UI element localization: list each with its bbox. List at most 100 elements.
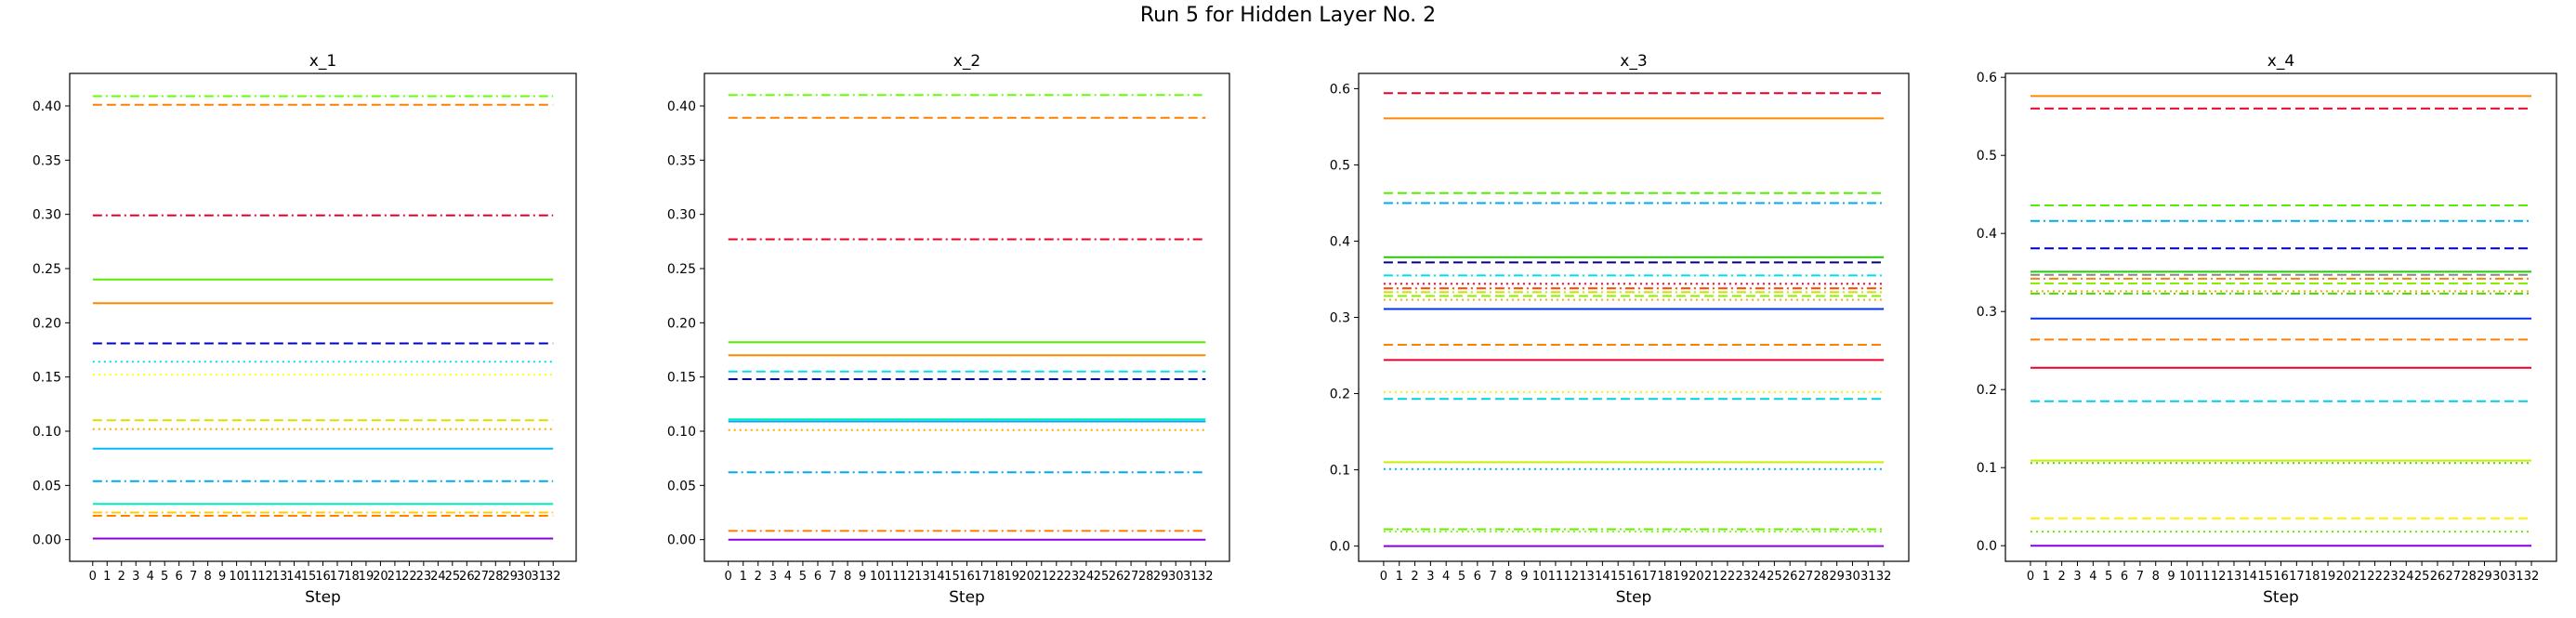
x-tick-label: 24 <box>1751 570 1767 584</box>
x-tick-label: 21 <box>388 570 403 584</box>
x-tick-label: 14 <box>1595 570 1610 584</box>
subplot-x1: x_10 1 2 3 4 5 6 7 8 9 101112131415161718192021222… <box>33 52 577 607</box>
x-tick-label: 31 <box>531 570 546 584</box>
x-tick-label: 12 <box>257 570 273 584</box>
x-tick-label: 23 <box>2383 570 2399 584</box>
x-tick-label: 24 <box>1079 570 1095 584</box>
y-tick-label: 0.20 <box>33 316 61 331</box>
x-tick-label: 29 <box>1153 570 1169 584</box>
x-tick-label: 4 <box>1442 570 1450 584</box>
x-tick-label: 22 <box>1720 570 1736 584</box>
y-tick-label: 0.00 <box>33 533 61 548</box>
subplot-title: x_1 <box>309 52 336 71</box>
x-axis-label: Step <box>949 588 985 607</box>
axes-frame <box>703 72 1230 562</box>
x-tick-label: 9 <box>1520 570 1528 584</box>
y-tick-label: 0.40 <box>667 99 696 114</box>
subplot-title: x_4 <box>2267 52 2294 71</box>
y-tick-label: 0.40 <box>33 99 61 114</box>
x-tick-label: 28 <box>488 570 504 584</box>
x-tick-label: 21 <box>2351 570 2367 584</box>
y-tick-label: 0.5 <box>1977 149 1997 164</box>
x-tick-label: 18 <box>344 570 360 584</box>
subplot-x3: x_30 1 2 3 4 5 6 7 8 9 10 11 12 13 14 15 16 17 18 19 20 21 22 2… <box>1330 52 1910 607</box>
x-tick-label: 19 <box>2320 570 2336 584</box>
x-tick-label: 1 <box>1396 570 1403 584</box>
y-tick-label: 0.25 <box>667 262 696 277</box>
x-tick-label: 26 <box>2430 570 2446 584</box>
x-tick-label: 4 <box>2089 570 2096 584</box>
x-tick-label: 31 <box>1860 570 1876 584</box>
x-tick-label: 27 <box>474 570 490 584</box>
x-axis-label: Step <box>305 588 341 607</box>
x-tick-label: 12 <box>2211 570 2227 584</box>
x-tick-label: 13 <box>914 570 930 584</box>
y-tick-label: 0.5 <box>1330 158 1350 173</box>
y-tick-label: 0.10 <box>667 425 696 440</box>
y-tick-label: 0.35 <box>667 153 696 168</box>
x-tick-label: 17 <box>330 570 346 584</box>
x-tick-label: 2 <box>2058 570 2066 584</box>
x-tick-label: 9 <box>859 570 866 584</box>
x-tick-label: 9 <box>218 570 226 584</box>
x-tick-label: 0 <box>725 570 732 584</box>
x-tick-label: 32 <box>1198 570 1214 584</box>
x-tick-label: 3 <box>132 570 139 584</box>
x-tick-label: 30 <box>2492 570 2508 584</box>
y-tick-label: 0.20 <box>667 316 696 331</box>
x-tick-label: 14 <box>286 570 302 584</box>
x-tick-label: 20 <box>1019 570 1034 584</box>
x-tick-label: 17 <box>2289 570 2305 584</box>
x-tick-label: 30 <box>1168 570 1184 584</box>
x-tick-label: 31 <box>1183 570 1199 584</box>
axes-frame <box>69 72 577 562</box>
x-tick-label: 7 <box>829 570 836 584</box>
y-tick-label: 0.0 <box>1977 539 1997 554</box>
x-tick-label: 31 <box>2508 570 2524 584</box>
x-tick-label: 30 <box>517 570 532 584</box>
x-tick-label: 18 <box>1657 570 1673 584</box>
x-tick-label: 21 <box>1033 570 1049 584</box>
x-tick-label: 7 <box>1489 570 1496 584</box>
x-tick-label: 8 <box>1505 570 1512 584</box>
x-tick-label: 16 <box>959 570 975 584</box>
x-axis-label: Step <box>1616 588 1652 607</box>
x-tick-label: 20 <box>1689 570 1704 584</box>
x-tick-label: 29 <box>2477 570 2492 584</box>
x-tick-label: 4 <box>784 570 792 584</box>
y-tick-label: 0.3 <box>1330 311 1350 326</box>
y-tick-label: 0.3 <box>1977 305 1997 320</box>
y-tick-label: 0.6 <box>1977 71 1997 85</box>
x-tick-label: 10 <box>1532 570 1548 584</box>
y-tick-label: 0.15 <box>33 371 61 386</box>
x-tick-label: 1 <box>103 570 111 584</box>
x-tick-label: 11 <box>2195 570 2211 584</box>
x-tick-label: 10 <box>2179 570 2195 584</box>
x-tick-label: 13 <box>1579 570 1595 584</box>
x-tick-label: 15 <box>301 570 317 584</box>
x-tick-label: 2 <box>755 570 762 584</box>
x-tick-label: 20 <box>2336 570 2352 584</box>
y-tick-label: 0.05 <box>667 479 696 493</box>
x-tick-label: 13 <box>2227 570 2242 584</box>
x-tick-label: 25 <box>2414 570 2430 584</box>
x-tick-label: 14 <box>2242 570 2258 584</box>
x-tick-label: 6 <box>814 570 821 584</box>
figure-title: Run 5 for Hidden Layer No. 2 <box>1139 4 1437 27</box>
y-tick-label: 0.35 <box>33 153 61 168</box>
x-tick-label: 16 <box>315 570 331 584</box>
x-tick-label: 7 <box>190 570 197 584</box>
x-tick-label: 27 <box>1124 570 1139 584</box>
x-tick-label: 12 <box>1563 570 1579 584</box>
x-tick-label: 4 <box>147 570 154 584</box>
x-tick-label: 25 <box>445 570 461 584</box>
x-axis-label: Step <box>2263 588 2299 607</box>
y-tick-label: 0.2 <box>1977 383 1997 398</box>
y-tick-label: 0.6 <box>1330 82 1350 97</box>
x-tick-label: 7 <box>2136 570 2144 584</box>
x-tick-label: 25 <box>1094 570 1110 584</box>
x-tick-label: 14 <box>929 570 945 584</box>
x-tick-label: 21 <box>1704 570 1720 584</box>
x-tick-label: 8 <box>204 570 211 584</box>
x-tick-label: 19 <box>1673 570 1689 584</box>
